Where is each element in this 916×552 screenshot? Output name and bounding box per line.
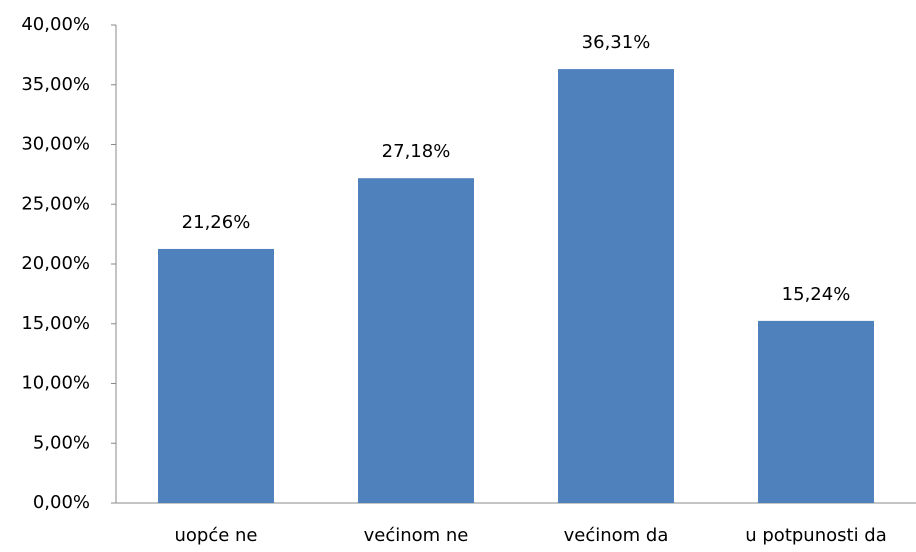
data-label: 15,24% bbox=[782, 284, 851, 305]
data-label: 21,26% bbox=[182, 212, 251, 233]
data-label: 27,18% bbox=[382, 141, 451, 162]
x-tick-label: uopće ne bbox=[174, 525, 257, 546]
x-tick-label: u potpunosti da bbox=[745, 525, 887, 546]
y-tick-label: 0,00% bbox=[33, 492, 90, 513]
y-tick-label: 10,00% bbox=[21, 373, 90, 394]
y-tick-label: 25,00% bbox=[21, 193, 90, 214]
y-tick-label: 40,00% bbox=[21, 14, 90, 35]
data-label: 36,31% bbox=[582, 32, 651, 53]
y-tick-label: 5,00% bbox=[33, 432, 90, 453]
bar bbox=[758, 320, 874, 503]
bar bbox=[358, 178, 474, 503]
bar bbox=[158, 248, 274, 503]
y-tick-label: 35,00% bbox=[21, 74, 90, 95]
y-tick-label: 15,00% bbox=[21, 313, 90, 334]
x-tick-label: većinom da bbox=[564, 525, 669, 546]
x-tick-label: većinom ne bbox=[364, 525, 469, 546]
y-tick-label: 30,00% bbox=[21, 134, 90, 155]
y-tick-label: 20,00% bbox=[21, 253, 90, 274]
bar bbox=[558, 69, 674, 504]
